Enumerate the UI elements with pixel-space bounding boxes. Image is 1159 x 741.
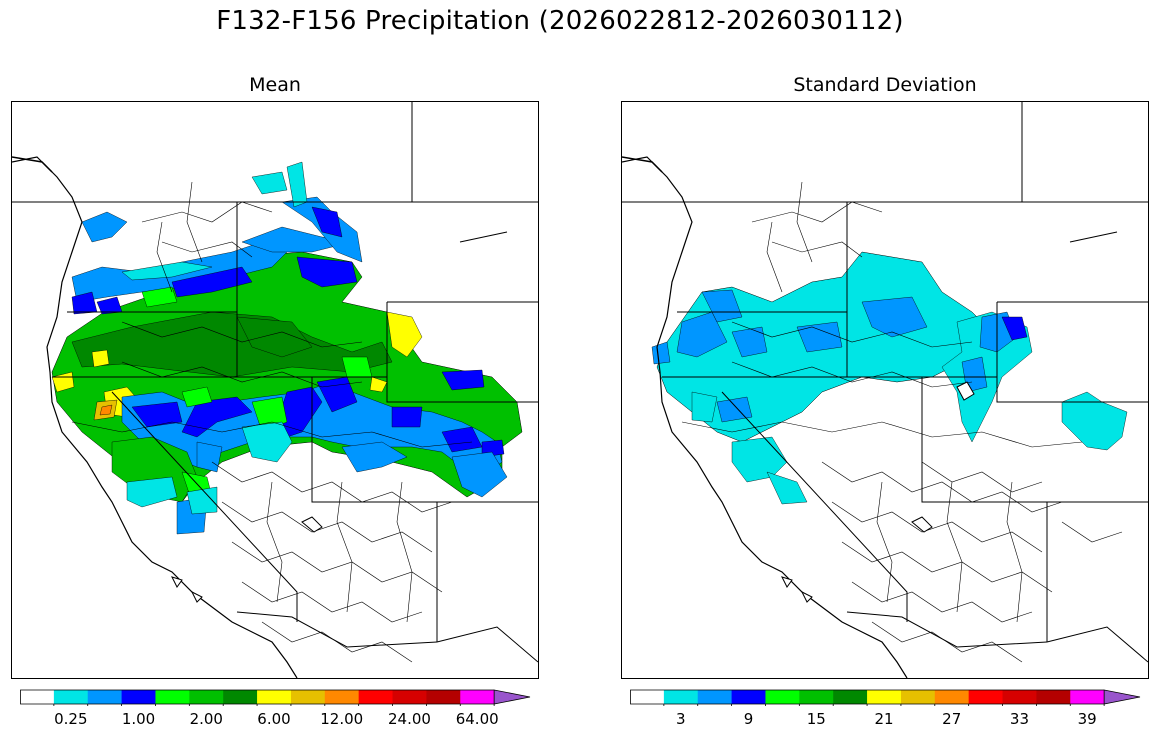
mean-colorbar-bin [324,690,360,704]
std-colorbar-bin [1002,690,1037,704]
mean-colorbar-bin [20,690,55,704]
mean-colorbar-ticks: 0.25 1.00 2.00 6.00 12.00 24.00 64.00 [20,710,530,732]
std-colorbar-tick-label: 3 [676,710,686,728]
mean-colorbar-bin [155,690,190,704]
std-colorbar-tick-label: 15 [806,710,826,728]
std-colorbar-bin [968,690,1004,704]
std-colorbar-bin [833,690,868,704]
std-colorbar-bin [630,690,665,704]
std-colorbar-bin [765,690,800,704]
mean-colorbar-bin [53,690,89,704]
std-colorbar-bin [731,690,766,704]
std-colorbar-tick-label: 21 [874,710,894,728]
std-map [621,101,1149,679]
mean-coastline [12,156,298,678]
mean-colorbar-extend-arrow [493,689,531,705]
mean-map [11,101,539,679]
mean-lakes [171,516,323,603]
mean-colorbar-bin [189,690,224,704]
mean-colorbar-swatches [20,689,531,707]
std-colorbar-bin [663,690,699,704]
mean-colorbar-bin [426,690,461,704]
std-colorbar-bin [867,690,902,704]
mean-colorbar-bin [223,690,258,704]
std-colorbar-ticks: 3 9 15 21 27 33 39 [630,710,1140,732]
std-colorbar-bin [1070,690,1105,704]
mean-colorbar [20,688,531,707]
mean-colorbar-bin [257,690,292,704]
std-colorbar-tick-label: 39 [1077,710,1097,728]
std-colorbar-bin [1036,690,1071,704]
mean-colorbar-tick-label: 2.00 [189,710,223,728]
mean-colorbar-tick-label: 64.00 [455,710,499,728]
std-state-borders [622,102,1148,663]
std-colorbar-tick-label: 33 [1009,710,1029,728]
mean-state-borders [12,102,538,663]
std-colorbar-swatches [630,689,1141,707]
std-panel-title: Standard Deviation [793,74,977,96]
std-lakes [781,381,975,603]
std-colorbar-bin [900,690,936,704]
std-precip-fill [651,251,1128,505]
std-colorbar-extend-arrow [1103,689,1141,705]
figure-title: F132-F156 Precipitation (2026022812-2026… [216,6,904,36]
mean-colorbar-tick-label: 12.00 [320,710,364,728]
std-colorbar [630,688,1141,707]
mean-map-canvas [12,102,538,678]
mean-colorbar-bin [460,690,495,704]
mean-colorbar-tick-label: 1.00 [121,710,156,728]
std-colorbar-bin [934,690,970,704]
mean-panel-title: Mean [249,74,301,96]
std-colorbar-bin [799,690,834,704]
mean-colorbar-tick-label: 0.25 [54,710,88,728]
mean-precip-fill [51,161,523,535]
mean-colorbar-tick-label: 6.00 [257,710,291,728]
std-coastline [622,156,908,678]
mean-colorbar-tick-label: 24.00 [387,710,431,728]
std-colorbar-bin [697,690,733,704]
mean-colorbar-bin [121,690,156,704]
std-colorbar-tick-label: 9 [743,710,754,728]
mean-colorbar-bin [392,690,427,704]
std-map-canvas [622,102,1148,678]
std-colorbar-tick-label: 27 [942,710,962,728]
mean-colorbar-bin [290,690,326,704]
mean-colorbar-bin [87,690,123,704]
mean-colorbar-bin [358,690,394,704]
